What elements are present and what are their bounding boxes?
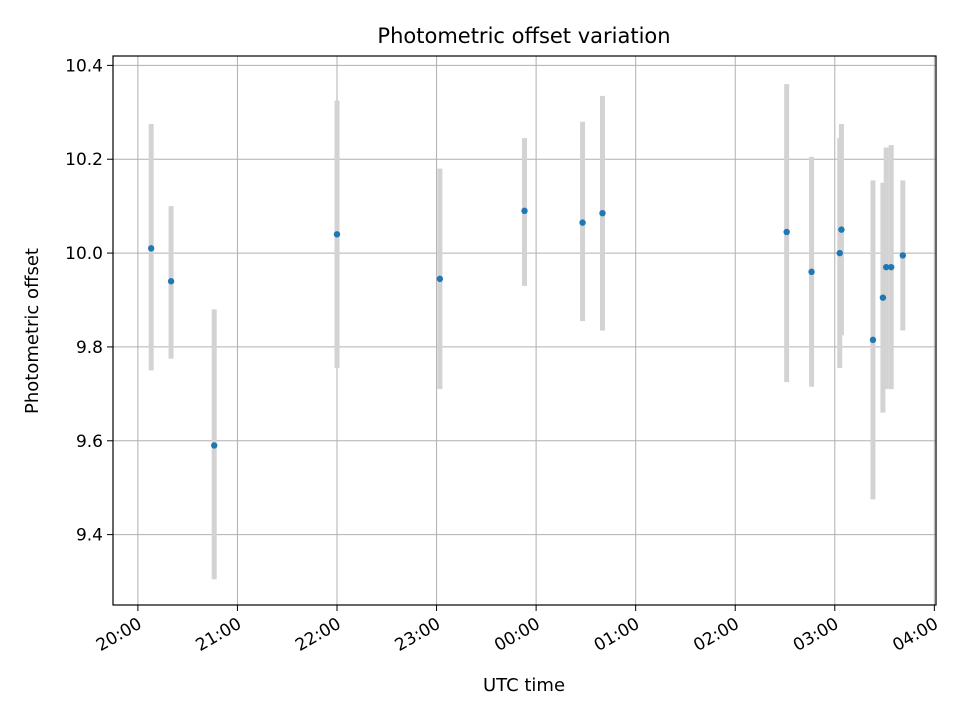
data-point: [808, 268, 815, 276]
data-point: [599, 209, 606, 217]
x-tick-label: 22:00: [292, 614, 344, 656]
x-axis-label: UTC time: [483, 675, 565, 696]
y-tick-label: 10.2: [65, 150, 103, 170]
data-point: [147, 245, 155, 252]
data-point: [579, 219, 586, 226]
x-tick-label: 21:00: [193, 614, 245, 656]
data-point: [333, 231, 341, 238]
y-axis-label: Photometric offset: [22, 248, 43, 414]
y-tick-label: 9.4: [76, 526, 103, 546]
data-point: [211, 442, 218, 449]
data-point: [521, 207, 528, 215]
plot-area: [112, 55, 937, 606]
x-tick-label: 01:00: [591, 614, 643, 656]
y-tick-label: 9.6: [76, 432, 103, 452]
y-tick-label: 10.4: [65, 56, 103, 76]
data-point: [838, 226, 845, 233]
data-point: [879, 294, 887, 301]
data-point: [836, 249, 843, 257]
x-tick-label: 02:00: [690, 614, 742, 656]
y-tick-label: 10.0: [65, 244, 103, 264]
x-tick-label: 03:00: [790, 614, 842, 656]
data-point: [869, 336, 877, 344]
data-point: [436, 275, 444, 283]
data-point: [883, 263, 890, 271]
data-point: [783, 228, 790, 236]
x-tick-label: 04:00: [889, 614, 941, 656]
data-points: [147, 207, 907, 449]
data-point: [167, 278, 175, 285]
y-tick-label: 9.8: [76, 338, 103, 358]
chart-title: Photometric offset variation: [377, 24, 670, 48]
data-point: [887, 263, 895, 271]
x-tick-label: 20:00: [93, 614, 145, 656]
data-point: [899, 252, 907, 259]
error-bars: [148, 84, 906, 580]
x-tick-label: 00:00: [491, 614, 543, 656]
x-tick-label: 23:00: [392, 614, 444, 656]
